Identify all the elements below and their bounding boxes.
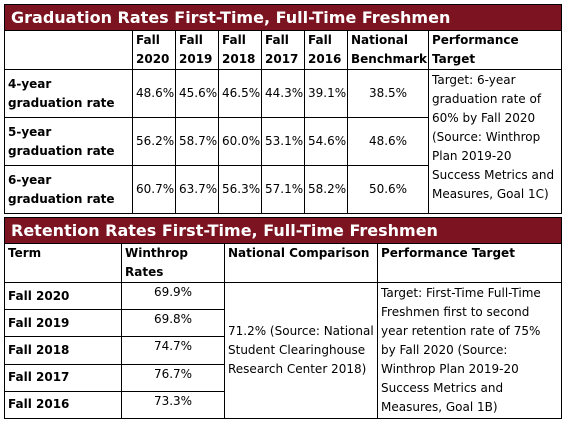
table-cell: 58.7%: [175, 117, 219, 166]
row-label: 5-year graduation rate: [4, 117, 133, 166]
header-fall-2016: Fall 2016: [304, 30, 348, 70]
table-row: Fall 2017 76.7%: [4, 363, 562, 392]
header-term: Term: [4, 243, 122, 283]
table-cell: 48.6%: [132, 69, 176, 118]
term-cell: Fall 2020: [4, 281, 122, 311]
table-cell: 56.3%: [218, 165, 262, 214]
graduation-rates-table: Graduation Rates First-Time, Full-Time F…: [3, 4, 563, 214]
table-row: 6-year graduation rate 60.7% 63.7% 56.3%…: [4, 165, 562, 214]
table-row: Fall 2018 74.7%: [4, 336, 562, 365]
rate-cell: 73.3%: [121, 390, 225, 420]
header-national-comparison: National Comparison: [224, 243, 378, 283]
table-row: Fall 2016 73.3%: [4, 390, 562, 420]
graduation-performance-target: Target: 6-year graduation rate of 60% by…: [427, 69, 563, 214]
header-fall-2019: Fall 2019: [175, 30, 219, 70]
national-comparison: 71.2% (Source: National Student Clearing…: [224, 282, 378, 419]
header-fall-2020: Fall 2020: [132, 30, 176, 70]
term-cell: Fall 2016: [4, 390, 122, 420]
table-cell: 63.7%: [175, 165, 219, 214]
table-cell: 46.5%: [218, 69, 262, 118]
retention-performance-target: Target: First-Time Full-Time Freshmen fi…: [376, 282, 563, 419]
table-cell: 60.7%: [132, 165, 176, 214]
table-cell: 50.6%: [347, 165, 429, 214]
table-cell: 53.1%: [261, 117, 305, 166]
header-performance-target: Performance Target: [376, 243, 563, 283]
table-cell: 45.6%: [175, 69, 219, 118]
term-cell: Fall 2018: [4, 336, 122, 365]
table-cell: 56.2%: [132, 117, 176, 166]
table-cell: 57.1%: [261, 165, 305, 214]
row-label: 6-year graduation rate: [4, 165, 133, 214]
retention-table-title: Retention Rates First-Time, Full-Time Fr…: [3, 217, 563, 244]
header-performance-target: Performance Target: [427, 30, 563, 70]
header-winthrop-rates: Winthrop Rates: [121, 243, 225, 283]
table-cell: 48.6%: [347, 117, 429, 166]
header-empty-cell: [4, 30, 133, 70]
table-row: 5-year graduation rate 56.2% 58.7% 60.0%…: [4, 117, 562, 166]
table-cell: 60.0%: [218, 117, 262, 166]
table-cell: 58.2%: [304, 165, 348, 214]
table-cell: 44.3%: [261, 69, 305, 118]
retention-rates-table: Retention Rates First-Time, Full-Time Fr…: [3, 217, 563, 420]
rate-cell: 74.7%: [121, 336, 225, 365]
header-fall-2018: Fall 2018: [218, 30, 262, 70]
report: Graduation Rates First-Time, Full-Time F…: [3, 4, 563, 420]
rate-cell: 69.9%: [121, 281, 225, 311]
row-label: 4-year graduation rate: [4, 69, 133, 118]
header-fall-2017: Fall 2017: [261, 30, 305, 70]
table-row: Fall 2020 69.9% 71.2% (Source: National …: [4, 281, 563, 419]
table-cell: 39.1%: [304, 69, 348, 118]
header-national-benchmark: National Benchmark: [347, 30, 429, 70]
term-cell: Fall 2019: [4, 309, 122, 338]
table-row: 4-year graduation rate 48.6% 45.6% 46.5%…: [4, 69, 563, 214]
graduation-table-title: Graduation Rates First-Time, Full-Time F…: [3, 4, 563, 31]
table-row: Fall 2019 69.8%: [4, 309, 562, 338]
term-cell: Fall 2017: [4, 363, 122, 392]
table-cell: 38.5%: [347, 69, 429, 118]
rate-cell: 76.7%: [121, 363, 225, 392]
rate-cell: 69.8%: [121, 309, 225, 338]
table-cell: 54.6%: [304, 117, 348, 166]
